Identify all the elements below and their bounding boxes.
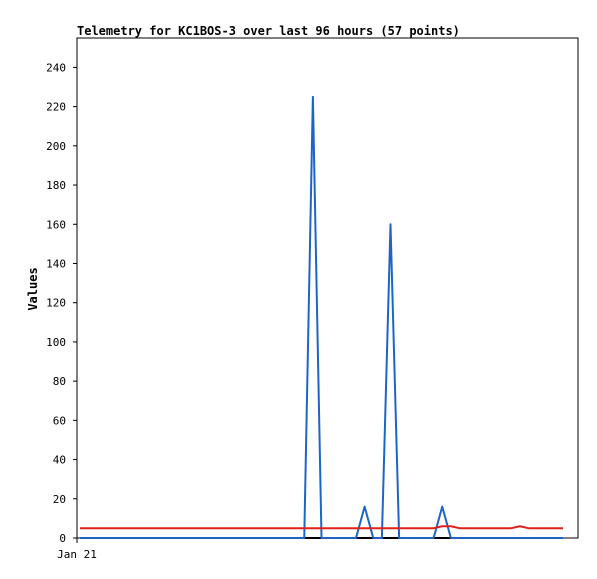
y-tick-label: 60: [53, 414, 66, 427]
y-tick-label: 180: [46, 179, 66, 192]
y-tick-label: 140: [46, 257, 66, 270]
series-line-3: [80, 525, 563, 530]
y-tick-label: 200: [46, 140, 66, 153]
x-axis-ticks: Jan 21: [57, 538, 97, 561]
x-tick-label: Jan 21: [57, 548, 97, 561]
series-line-2: [80, 95, 563, 539]
plot-frame: [76, 37, 579, 539]
y-tick-label: 40: [53, 454, 66, 467]
y-tick-label: 100: [46, 336, 66, 349]
series-layer: [80, 95, 563, 539]
y-tick-label: 240: [46, 61, 66, 74]
chart-title: Telemetry for KC1BOS-3 over last 96 hour…: [77, 24, 460, 38]
y-tick-label: 80: [53, 375, 66, 388]
y-tick-label: 160: [46, 218, 66, 231]
y-tick-label: 0: [59, 532, 66, 545]
y-axis-ticks: 0 20 40 60 80 100 120 140 160 180 200 220 240: [46, 61, 77, 545]
y-axis-label: Values: [26, 267, 40, 310]
y-tick-label: 20: [53, 493, 66, 506]
y-tick-label: 220: [46, 101, 66, 114]
y-tick-label: 120: [46, 297, 66, 310]
